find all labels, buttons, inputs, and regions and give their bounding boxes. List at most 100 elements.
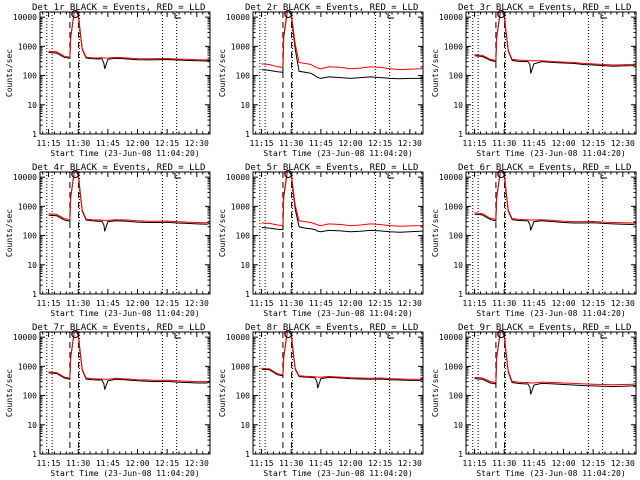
y-tick-label: 10	[453, 261, 463, 270]
y-tick-label: 1000	[231, 202, 250, 211]
y-tick-label: 1000	[444, 202, 463, 211]
y-tick-label: 100	[236, 392, 251, 401]
y-tick-label: 10	[453, 421, 463, 430]
bracket-marker	[600, 13, 608, 19]
x-tick-label: 11:15	[250, 139, 274, 148]
bracket-marker	[387, 333, 395, 339]
x-tick-label: 11:30	[279, 139, 303, 148]
x-tick-label: 11:30	[492, 139, 516, 148]
y-tick-label: 100	[236, 72, 251, 81]
series-events	[48, 332, 210, 390]
series-events	[261, 12, 423, 80]
y-tick-label: 10000	[439, 13, 463, 22]
x-tick-label: 11:15	[463, 139, 487, 148]
x-tick-label: 12:30	[398, 299, 422, 308]
y-tick-label: 10000	[13, 173, 37, 182]
x-tick-label: 11:45	[522, 459, 546, 468]
x-axis-label: Start Time (23-Jun-08 11:04:20)	[50, 309, 199, 318]
y-tick-label: 10	[240, 101, 250, 110]
x-tick-label: 12:30	[185, 459, 209, 468]
x-tick-label: 11:45	[96, 459, 120, 468]
series-lld	[48, 12, 210, 61]
x-tick-label: 11:30	[279, 299, 303, 308]
panel-title: Det 4r BLACK = Events, RED = LLD	[32, 163, 205, 173]
panel-title: Det 7r BLACK = Events, RED = LLD	[32, 323, 205, 333]
y-tick-label: 10	[27, 101, 37, 110]
peak-marker	[71, 170, 80, 178]
x-tick-label: 11:30	[492, 459, 516, 468]
y-tick-label: 1000	[18, 202, 37, 211]
y-axis-label: Counts/sec	[218, 369, 227, 417]
series-lld	[261, 332, 423, 380]
panel-4: 1 10 100 1000 10000 11:15 11:30 11:45 12:00 12:15…	[5, 163, 211, 318]
series-events	[261, 172, 423, 233]
x-tick-label: 11:45	[309, 299, 333, 308]
plot-frame	[39, 331, 211, 455]
x-tick-label: 12:15	[368, 299, 392, 308]
y-tick-label: 1	[245, 130, 250, 139]
y-tick-label: 10	[27, 421, 37, 430]
y-tick-label: 100	[449, 72, 464, 81]
x-tick-label: 12:15	[155, 139, 179, 148]
panel-9: 1 10 100 1000 10000 11:15 11:30 11:45 12:00 12:15…	[431, 323, 637, 478]
y-tick-label: 1	[458, 290, 463, 299]
x-tick-label: 12:15	[581, 139, 605, 148]
y-tick-label: 10000	[439, 333, 463, 342]
panel-title: Det 6r BLACK = Events, RED = LLD	[458, 163, 631, 173]
x-tick-label: 12:15	[368, 459, 392, 468]
x-tick-label: 12:00	[551, 299, 575, 308]
y-tick-label: 10	[27, 261, 37, 270]
y-tick-label: 1	[245, 450, 250, 459]
x-tick-label: 11:30	[66, 299, 90, 308]
peak-marker	[71, 10, 80, 18]
y-tick-label: 10000	[13, 13, 37, 22]
x-tick-label: 11:45	[309, 139, 333, 148]
y-tick-label: 100	[449, 392, 464, 401]
panel-title: Det 2r BLACK = Events, RED = LLD	[245, 3, 418, 13]
panel-title: Det 3r BLACK = Events, RED = LLD	[458, 3, 631, 13]
plot-frame	[39, 171, 211, 295]
y-tick-label: 1	[245, 290, 250, 299]
x-tick-label: 11:30	[66, 139, 90, 148]
x-tick-label: 11:30	[279, 459, 303, 468]
series-lld	[474, 12, 636, 66]
y-tick-label: 10000	[226, 333, 250, 342]
x-tick-label: 11:45	[96, 299, 120, 308]
x-tick-label: 11:15	[463, 299, 487, 308]
peak-marker	[284, 330, 293, 338]
y-tick-label: 1000	[18, 42, 37, 51]
y-tick-label: 10000	[13, 333, 37, 342]
series-lld	[474, 332, 636, 386]
peak-marker	[284, 170, 293, 178]
plot-frame	[252, 11, 424, 135]
series-events	[48, 12, 210, 69]
y-axis-label: Counts/sec	[431, 49, 440, 97]
x-tick-label: 12:15	[155, 299, 179, 308]
panel-7: 1 10 100 1000 10000 11:15 11:30 11:45 12:00 12:15…	[5, 323, 211, 478]
x-axis-label: Start Time (23-Jun-08 11:04:20)	[476, 469, 625, 478]
x-tick-label: 12:00	[338, 139, 362, 148]
bracket-marker	[174, 333, 182, 339]
x-tick-label: 11:15	[37, 299, 61, 308]
bracket-marker	[600, 333, 608, 339]
y-tick-label: 10000	[226, 173, 250, 182]
y-axis-label: Counts/sec	[218, 209, 227, 257]
y-tick-label: 1	[32, 290, 37, 299]
bracket-marker	[174, 173, 182, 179]
y-tick-label: 1	[458, 450, 463, 459]
x-axis-label: Start Time (23-Jun-08 11:04:20)	[263, 149, 412, 158]
x-tick-label: 11:15	[250, 299, 274, 308]
y-tick-label: 1000	[444, 362, 463, 371]
y-tick-label: 10	[240, 261, 250, 270]
panel-title: Det 5r BLACK = Events, RED = LLD	[245, 163, 418, 173]
x-tick-label: 12:00	[551, 139, 575, 148]
panel-title: Det 8r BLACK = Events, RED = LLD	[245, 323, 418, 333]
y-axis-label: Counts/sec	[5, 49, 14, 97]
series-lld	[48, 172, 210, 224]
x-tick-label: 12:00	[338, 459, 362, 468]
x-tick-label: 11:45	[522, 299, 546, 308]
x-axis-label: Start Time (23-Jun-08 11:04:20)	[476, 149, 625, 158]
bracket-marker	[174, 13, 182, 19]
y-tick-label: 1	[458, 130, 463, 139]
y-tick-label: 10	[453, 101, 463, 110]
